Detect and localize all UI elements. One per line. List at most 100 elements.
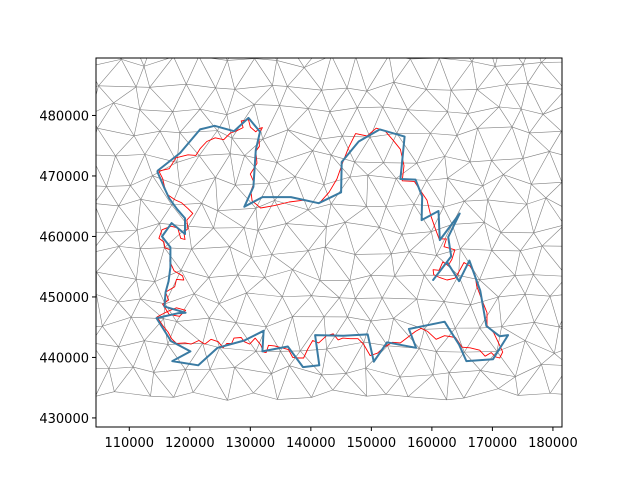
mesh-edge xyxy=(323,155,332,185)
mesh-edge xyxy=(444,135,458,157)
mesh-edge xyxy=(236,322,267,328)
mesh-edge xyxy=(234,367,254,394)
mesh-edge xyxy=(366,206,380,228)
mesh-edge xyxy=(522,64,528,84)
mesh-edge xyxy=(321,90,331,112)
mesh-edge xyxy=(393,298,417,319)
mesh-edge xyxy=(118,185,131,207)
mesh-edge xyxy=(332,389,367,397)
mesh-edge xyxy=(96,185,107,187)
mesh-edge xyxy=(132,340,145,368)
mesh-edge xyxy=(312,150,332,156)
mesh-edge xyxy=(323,316,327,350)
mesh-edge xyxy=(180,270,195,294)
mesh-edge xyxy=(514,274,534,276)
mesh-edge xyxy=(118,246,141,250)
mesh-edge xyxy=(495,64,524,67)
mesh-edge xyxy=(280,351,290,366)
mesh-edge xyxy=(320,135,343,140)
mesh-edge xyxy=(308,246,326,251)
mesh-edge xyxy=(269,176,296,184)
mesh-edge xyxy=(554,326,560,354)
mesh-edge xyxy=(96,232,107,247)
mesh-edge xyxy=(191,246,230,250)
mesh-edge xyxy=(460,222,485,250)
mesh-edge xyxy=(416,298,425,330)
mesh-edge xyxy=(185,343,203,370)
mesh-edge xyxy=(443,207,453,225)
mesh-edge xyxy=(498,296,502,327)
mesh-edge xyxy=(339,297,356,299)
mesh-edge xyxy=(450,61,473,91)
mesh-edge xyxy=(479,250,492,280)
mesh-edge xyxy=(477,126,513,129)
mesh-edge xyxy=(426,177,448,181)
mesh-edge xyxy=(326,316,348,350)
mesh-edge xyxy=(500,232,521,252)
mesh-edge xyxy=(382,106,408,111)
mesh-edge xyxy=(152,162,178,176)
mesh-edge xyxy=(96,164,107,187)
mesh-edge xyxy=(542,114,562,132)
mesh-edge xyxy=(518,58,524,65)
mesh-edge xyxy=(430,133,457,136)
mesh-edge xyxy=(401,234,410,252)
mesh-edge xyxy=(419,329,425,349)
mesh-edge xyxy=(272,60,278,86)
mesh-edge xyxy=(96,58,122,66)
mesh-edge xyxy=(219,322,237,348)
mesh-edge xyxy=(180,248,192,271)
x-tick-label: 180000 xyxy=(528,436,578,451)
mesh-edge xyxy=(520,83,528,110)
mesh-edge xyxy=(149,87,173,112)
mesh-edge xyxy=(199,58,216,89)
mesh-edge xyxy=(479,279,499,298)
mesh-edge xyxy=(357,91,368,108)
mesh-edge xyxy=(96,349,110,369)
mesh-edge xyxy=(213,227,230,247)
mesh-edge xyxy=(503,174,532,185)
mesh-edge xyxy=(366,175,369,207)
mesh-edge xyxy=(136,278,155,282)
mesh-edge xyxy=(251,257,265,278)
mesh-edge xyxy=(541,226,562,247)
mesh-edge xyxy=(529,132,550,152)
mesh-edge xyxy=(399,376,409,397)
mesh-edge xyxy=(448,372,465,399)
mesh-edge xyxy=(387,318,394,346)
mesh-edge xyxy=(409,231,432,252)
mesh-edge xyxy=(531,183,547,199)
mesh-edge xyxy=(477,128,492,161)
mesh-edge xyxy=(408,396,447,401)
mesh-edge xyxy=(253,392,278,400)
mesh-edge xyxy=(133,135,146,155)
mesh-edge xyxy=(349,275,372,281)
mesh-edge xyxy=(217,130,233,139)
mesh-edge xyxy=(229,246,239,276)
mesh-edge xyxy=(312,139,321,151)
mesh-edge xyxy=(304,67,322,91)
mesh-edge xyxy=(219,347,257,352)
mesh-edge xyxy=(324,246,351,281)
mesh-edge xyxy=(237,274,265,278)
mesh-edge xyxy=(135,86,141,110)
mesh-edge xyxy=(347,316,371,322)
mesh-edge xyxy=(464,201,485,223)
mesh-edge xyxy=(244,155,270,184)
mesh-edge xyxy=(541,353,555,365)
mesh-edge xyxy=(271,254,293,270)
mesh-edge xyxy=(253,373,272,394)
mesh-edge xyxy=(97,127,116,157)
mesh-edge xyxy=(307,226,327,251)
mesh-edge xyxy=(215,177,236,186)
mesh-edge xyxy=(381,297,394,319)
mesh-edge xyxy=(511,108,522,128)
mesh-edge xyxy=(323,297,340,318)
mesh-edge xyxy=(244,155,278,163)
mesh-edge xyxy=(332,373,347,391)
mesh-edge xyxy=(201,203,218,211)
mesh-edge xyxy=(391,234,403,254)
mesh-edge xyxy=(533,245,543,275)
mesh-edge xyxy=(331,154,355,163)
mesh-edge xyxy=(188,226,192,250)
